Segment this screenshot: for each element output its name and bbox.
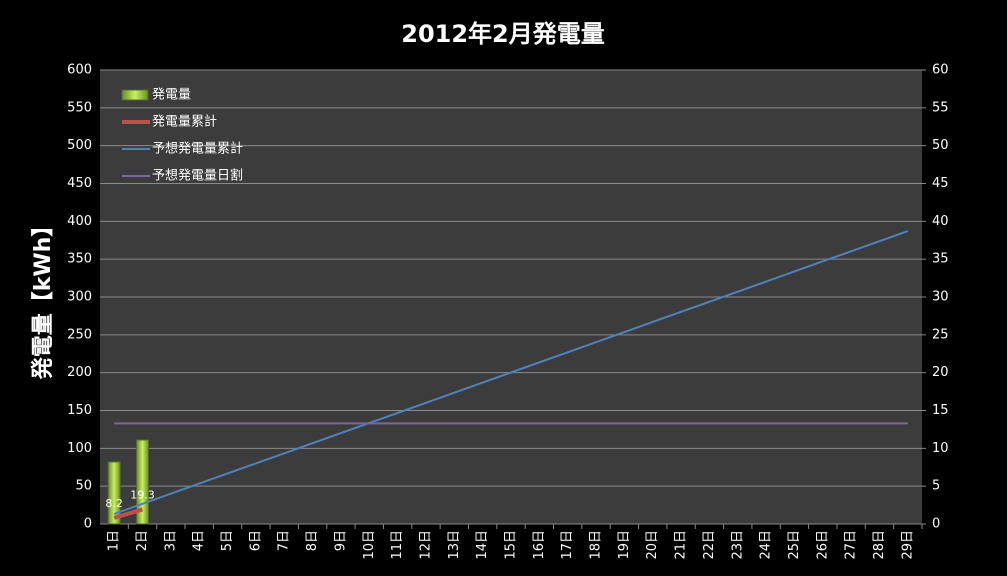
x-tick-label: 14日 [475,530,490,560]
x-tick-label: 25日 [787,530,802,560]
y2-tick-label: 20 [932,365,949,380]
x-tick-label: 4日 [192,530,207,551]
y2-tick-label: 40 [932,214,949,229]
y-tick-label: 200 [67,365,92,380]
y2-tick-label: 50 [932,138,949,153]
legend-label: 発電量 [152,88,191,103]
y-tick-label: 350 [67,252,92,267]
y-tick-label: 100 [67,441,92,456]
y-tick-label: 500 [67,138,92,153]
chart-title: 2012年2月発電量 [401,20,605,48]
x-tick-label: 19日 [617,530,632,560]
x-tick-label: 6日 [248,530,263,551]
x-tick-label: 5日 [220,530,235,551]
x-tick-label: 16日 [532,530,547,560]
x-tick-label: 1日 [107,530,122,551]
x-tick-label: 26日 [815,530,830,560]
x-tick-label: 3日 [163,530,178,551]
y2-tick-label: 25 [932,327,949,342]
y2-tick-label: 10 [932,441,949,456]
y2-tick-label: 0 [932,517,940,532]
x-tick-label: 11日 [390,530,405,560]
y-axis-label: 発電量【kWh】 [31,215,56,381]
x-tick-label: 9日 [333,530,348,551]
legend-swatch [121,89,149,101]
y-tick-label: 300 [67,290,92,305]
legend-label: 予想発電量累計 [152,141,243,157]
x-tick-label: 10日 [362,530,377,560]
x-tick-label: 8日 [305,530,320,551]
x-tick-label: 27日 [844,530,859,560]
y-tick-label: 550 [67,100,92,115]
y2-tick-label: 35 [932,252,949,267]
data-label: 19.3 [130,488,155,501]
series-line [113,507,144,520]
x-tick-label: 28日 [872,530,887,560]
x-tick-label: 2日 [135,530,150,551]
y-tick-label: 50 [75,479,92,494]
y2-tick-label: 30 [932,290,949,305]
x-tick-label: 18日 [589,530,604,560]
legend-label: 予想発電量日割 [152,168,243,184]
y-tick-label: 0 [84,517,92,532]
bar [107,461,121,525]
y-tick-label: 400 [67,214,92,229]
y-tick-label: 250 [67,327,92,342]
x-tick-label: 29日 [900,530,915,560]
data-label: 8.2 [105,497,123,510]
y2-tick-label: 5 [932,479,940,494]
x-tick-label: 21日 [674,530,689,560]
x-tick-label: 13日 [447,530,462,560]
y-tick-label: 150 [67,403,92,418]
y2-tick-label: 15 [932,403,949,418]
x-tick-label: 24日 [759,530,774,560]
y-tick-label: 600 [67,63,92,78]
series-line [113,230,909,515]
x-tick-label: 12日 [418,530,433,560]
y2-tick-label: 60 [932,63,949,78]
x-tick-label: 22日 [702,530,717,560]
x-tick-label: 17日 [560,530,575,560]
x-tick-label: 23日 [730,530,745,560]
y2-tick-label: 55 [932,100,949,115]
legend-label: 発電量累計 [152,114,217,130]
x-tick-label: 20日 [645,530,660,560]
y2-tick-label: 45 [932,176,949,191]
x-tick-label: 7日 [277,530,292,551]
x-tick-label: 15日 [504,530,519,560]
y-tick-label: 450 [67,176,92,191]
